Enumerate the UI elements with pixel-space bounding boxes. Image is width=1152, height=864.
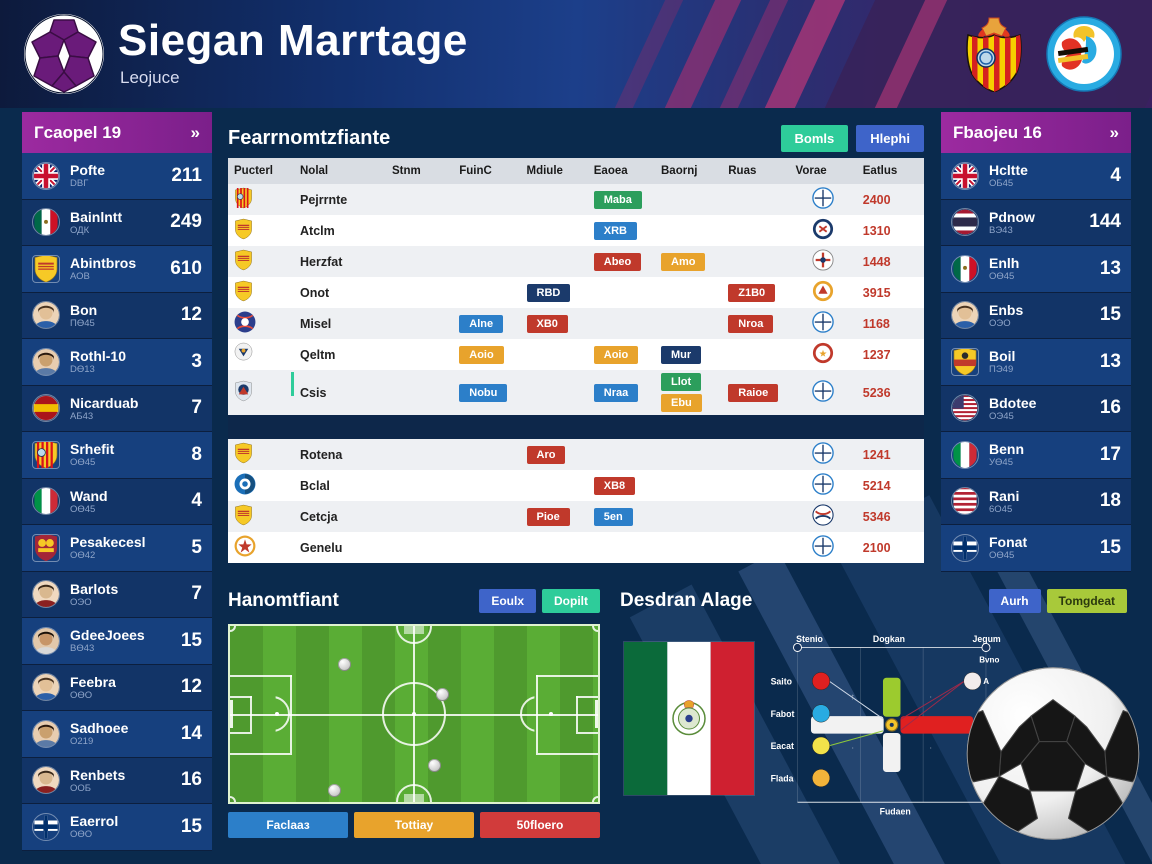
- svg-text:Stenio: Stenio: [796, 634, 823, 644]
- svg-text:Fabot: Fabot: [771, 709, 795, 719]
- svg-text:·: ·: [929, 742, 932, 752]
- svg-text:Dogkan: Dogkan: [873, 634, 905, 644]
- svg-text:Bvno: Bvno: [979, 655, 999, 664]
- svg-text:·: ·: [929, 691, 932, 701]
- svg-text:Flada: Flada: [771, 773, 794, 783]
- svg-text:Eacat: Eacat: [771, 741, 794, 751]
- svg-text:Jegum: Jegum: [973, 634, 1001, 644]
- svg-text:Saito: Saito: [771, 676, 792, 686]
- svg-text:·: ·: [851, 742, 854, 752]
- svg-text:Fudaen: Fudaen: [880, 806, 911, 816]
